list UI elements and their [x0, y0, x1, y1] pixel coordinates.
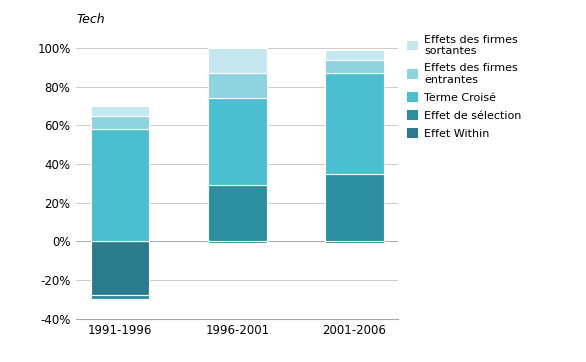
Bar	[208, 241, 267, 243]
Bar	[91, 241, 149, 295]
Bar	[208, 73, 267, 98]
Bar	[325, 241, 384, 243]
Bar	[91, 116, 149, 129]
Text: Tech: Tech	[76, 13, 105, 26]
Bar	[91, 129, 149, 241]
Bar	[208, 48, 267, 73]
Bar	[91, 106, 149, 116]
Bar	[325, 174, 384, 241]
Bar	[208, 185, 267, 241]
Bar	[91, 295, 149, 299]
Bar	[208, 98, 267, 185]
Bar	[325, 60, 384, 73]
Legend: Effets des firmes
sortantes, Effets des firmes
entrantes, Terme Croisé, Effet de: Effets des firmes sortantes, Effets des …	[407, 34, 522, 139]
Bar	[325, 50, 384, 60]
Bar	[325, 73, 384, 174]
